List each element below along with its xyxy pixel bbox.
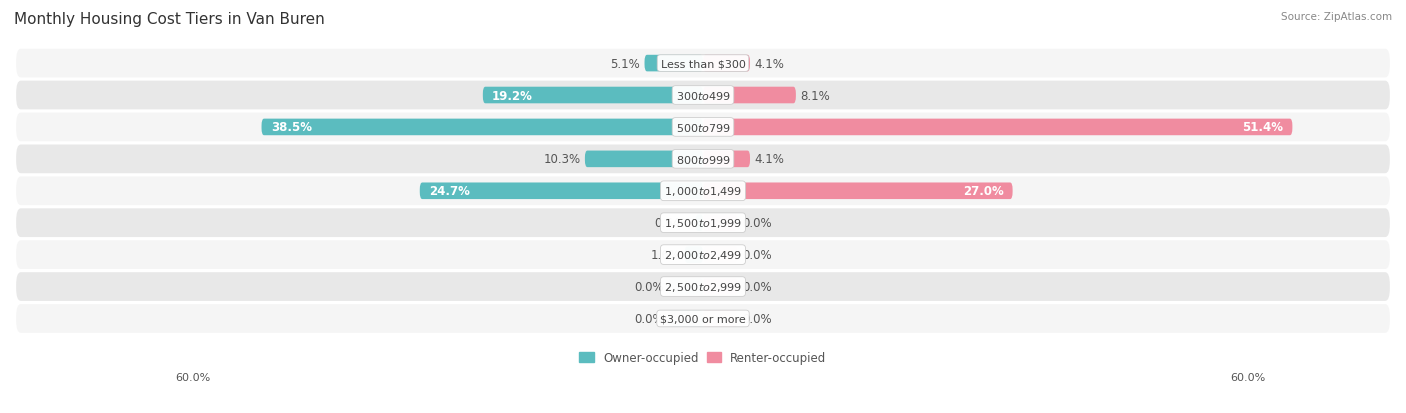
Text: 0.0%: 0.0% [742,280,772,293]
FancyBboxPatch shape [15,177,1391,206]
Text: $2,000 to $2,499: $2,000 to $2,499 [664,249,742,261]
FancyBboxPatch shape [669,279,703,295]
FancyBboxPatch shape [15,273,1391,301]
Text: Source: ZipAtlas.com: Source: ZipAtlas.com [1281,12,1392,22]
Text: 38.5%: 38.5% [271,121,312,134]
FancyBboxPatch shape [262,119,703,136]
Text: 8.1%: 8.1% [800,89,830,102]
FancyBboxPatch shape [696,215,703,231]
Text: $3,000 or more: $3,000 or more [661,314,745,324]
Text: $2,500 to $2,999: $2,500 to $2,999 [664,280,742,293]
FancyBboxPatch shape [15,241,1391,269]
Text: 5.1%: 5.1% [610,57,640,70]
Text: 0.0%: 0.0% [742,312,772,325]
Text: 1.6%: 1.6% [650,249,681,261]
Text: 51.4%: 51.4% [1243,121,1284,134]
FancyBboxPatch shape [703,88,796,104]
FancyBboxPatch shape [585,151,703,168]
Text: 27.0%: 27.0% [963,185,1004,198]
Text: 19.2%: 19.2% [492,89,533,102]
Text: 24.7%: 24.7% [429,185,470,198]
Text: 0.0%: 0.0% [634,280,664,293]
FancyBboxPatch shape [703,151,749,168]
FancyBboxPatch shape [703,183,1012,199]
FancyBboxPatch shape [482,88,703,104]
Text: $300 to $499: $300 to $499 [675,90,731,102]
Legend: Owner-occupied, Renter-occupied: Owner-occupied, Renter-occupied [575,347,831,369]
FancyBboxPatch shape [703,311,737,327]
Text: $1,500 to $1,999: $1,500 to $1,999 [664,217,742,230]
Text: 60.0%: 60.0% [176,372,211,382]
FancyBboxPatch shape [703,119,1292,136]
Text: 0.0%: 0.0% [742,217,772,230]
FancyBboxPatch shape [644,56,703,72]
FancyBboxPatch shape [420,183,703,199]
FancyBboxPatch shape [669,311,703,327]
FancyBboxPatch shape [703,279,737,295]
Text: 60.0%: 60.0% [1230,372,1265,382]
Text: $800 to $999: $800 to $999 [675,154,731,166]
Text: 0.0%: 0.0% [742,249,772,261]
Text: $1,000 to $1,499: $1,000 to $1,499 [664,185,742,198]
FancyBboxPatch shape [685,247,703,263]
FancyBboxPatch shape [15,50,1391,78]
Text: 10.3%: 10.3% [543,153,581,166]
FancyBboxPatch shape [15,81,1391,110]
FancyBboxPatch shape [15,145,1391,174]
Text: 0.64%: 0.64% [654,217,692,230]
FancyBboxPatch shape [15,209,1391,237]
FancyBboxPatch shape [15,113,1391,142]
Text: 4.1%: 4.1% [755,153,785,166]
FancyBboxPatch shape [15,304,1391,333]
Text: Less than $300: Less than $300 [661,59,745,69]
FancyBboxPatch shape [703,56,749,72]
FancyBboxPatch shape [703,247,737,263]
Text: 4.1%: 4.1% [755,57,785,70]
FancyBboxPatch shape [703,215,737,231]
Text: $500 to $799: $500 to $799 [675,122,731,134]
Text: 0.0%: 0.0% [634,312,664,325]
Text: Monthly Housing Cost Tiers in Van Buren: Monthly Housing Cost Tiers in Van Buren [14,12,325,27]
